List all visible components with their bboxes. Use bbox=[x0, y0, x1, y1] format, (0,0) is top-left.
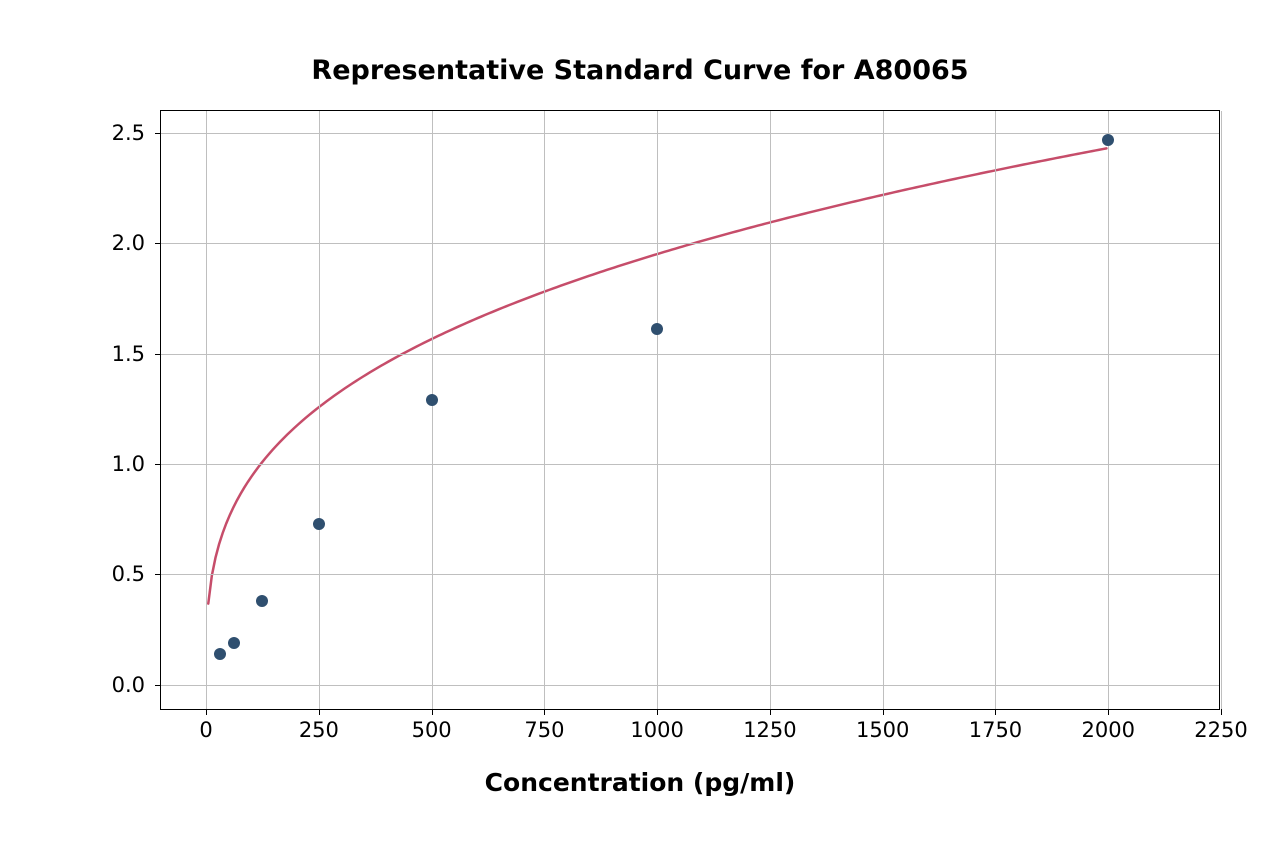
chart-title: Representative Standard Curve for A80065 bbox=[311, 55, 968, 86]
data-point bbox=[313, 518, 325, 530]
y-tick-mark bbox=[155, 464, 161, 465]
data-point bbox=[214, 648, 226, 660]
grid-line-v bbox=[883, 111, 884, 709]
x-tick-label: 1000 bbox=[630, 718, 683, 742]
x-tick-mark bbox=[770, 709, 771, 715]
grid-line-v bbox=[319, 111, 320, 709]
x-tick-mark bbox=[544, 709, 545, 715]
x-tick-mark bbox=[319, 709, 320, 715]
x-tick-label: 500 bbox=[412, 718, 452, 742]
data-point bbox=[1102, 134, 1114, 146]
x-tick-label: 1750 bbox=[969, 718, 1022, 742]
x-tick-label: 2250 bbox=[1194, 718, 1247, 742]
y-tick-label: 2.0 bbox=[112, 231, 145, 255]
data-point bbox=[426, 394, 438, 406]
grid-line-h bbox=[161, 464, 1219, 465]
x-tick-label: 2000 bbox=[1081, 718, 1134, 742]
grid-line-v bbox=[770, 111, 771, 709]
x-tick-label: 0 bbox=[199, 718, 212, 742]
grid-line-v bbox=[206, 111, 207, 709]
grid-line-v bbox=[544, 111, 545, 709]
x-tick-mark bbox=[657, 709, 658, 715]
y-tick-label: 2.5 bbox=[112, 121, 145, 145]
x-tick-mark bbox=[1108, 709, 1109, 715]
y-tick-label: 1.5 bbox=[112, 342, 145, 366]
x-tick-mark bbox=[206, 709, 207, 715]
grid-line-v bbox=[1108, 111, 1109, 709]
chart-container: Representative Standard Curve for A80065… bbox=[0, 0, 1280, 845]
x-tick-mark bbox=[995, 709, 996, 715]
y-tick-label: 0.5 bbox=[112, 562, 145, 586]
grid-line-h bbox=[161, 133, 1219, 134]
y-tick-mark bbox=[155, 354, 161, 355]
x-tick-label: 1250 bbox=[743, 718, 796, 742]
grid-line-h bbox=[161, 243, 1219, 244]
x-axis-label: Concentration (pg/ml) bbox=[485, 768, 796, 797]
x-tick-mark bbox=[883, 709, 884, 715]
x-tick-label: 250 bbox=[299, 718, 339, 742]
grid-line-h bbox=[161, 685, 1219, 686]
grid-line-v bbox=[1221, 111, 1222, 709]
data-point bbox=[256, 595, 268, 607]
y-tick-mark bbox=[155, 685, 161, 686]
x-tick-mark bbox=[1221, 709, 1222, 715]
data-point bbox=[651, 323, 663, 335]
y-tick-mark bbox=[155, 133, 161, 134]
plot-area: 02505007501000125015001750200022500.00.5… bbox=[160, 110, 1220, 710]
y-tick-label: 0.0 bbox=[112, 673, 145, 697]
grid-line-v bbox=[432, 111, 433, 709]
x-tick-label: 750 bbox=[524, 718, 564, 742]
x-tick-mark bbox=[432, 709, 433, 715]
data-point bbox=[228, 637, 240, 649]
grid-line-v bbox=[995, 111, 996, 709]
grid-line-h bbox=[161, 574, 1219, 575]
grid-line-v bbox=[657, 111, 658, 709]
x-tick-label: 1500 bbox=[856, 718, 909, 742]
y-tick-mark bbox=[155, 574, 161, 575]
y-tick-label: 1.0 bbox=[112, 452, 145, 476]
y-tick-mark bbox=[155, 243, 161, 244]
grid-line-h bbox=[161, 354, 1219, 355]
